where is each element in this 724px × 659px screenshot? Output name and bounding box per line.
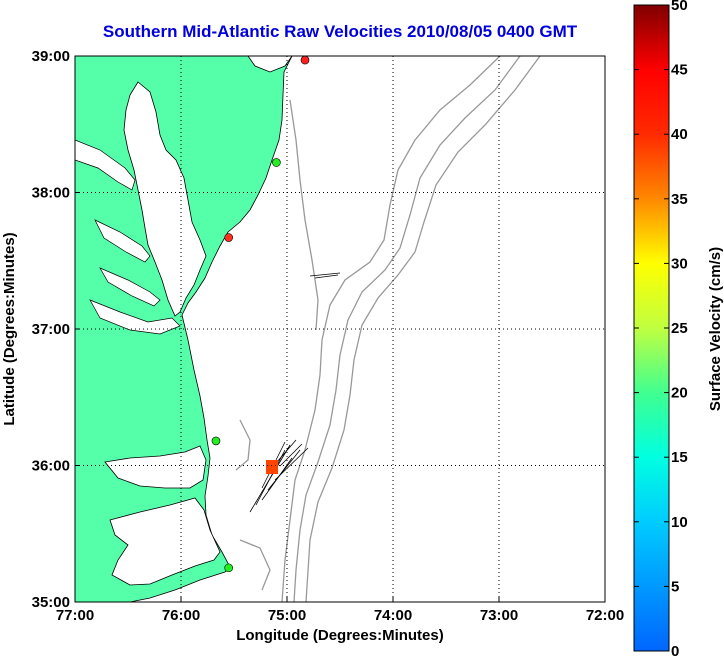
velocity-cell <box>266 460 278 474</box>
x-tick-label: 74:00 <box>374 607 412 624</box>
river-james <box>89 299 181 335</box>
bathymetry-contours <box>235 56 541 602</box>
station-marker <box>300 55 310 65</box>
station-marker <box>272 158 281 167</box>
x-tick-label: 77:00 <box>56 607 94 624</box>
station-markers <box>211 55 310 573</box>
y-tick-label: 38:00 <box>32 185 70 202</box>
x-tick-label: 76:00 <box>162 607 200 624</box>
colorbar-tick-label: 40 <box>671 126 688 143</box>
pamlico-sound <box>109 497 221 586</box>
colorbar-tick-label: 15 <box>671 449 688 466</box>
colorbar-tick-label: 0 <box>671 643 679 659</box>
river-rappahannock <box>94 219 151 263</box>
river-york <box>99 267 161 307</box>
colorbar <box>633 4 670 652</box>
y-tick-label: 37:00 <box>32 321 70 338</box>
y-tick-label: 35:00 <box>32 594 70 611</box>
y-axis-label: Latitude (Degrees:Minutes) <box>1 232 18 425</box>
river-potomac <box>75 139 136 191</box>
y-tick-label: 39:00 <box>32 48 70 65</box>
colorbar-tick-label: 10 <box>671 514 688 531</box>
colorbar-label: Surface Velocity (cm/s) <box>707 247 724 411</box>
y-axis-ticks: 39:00 38:00 37:00 36:00 35:00 <box>32 48 80 611</box>
station-marker <box>224 563 233 573</box>
colorbar-tick-label: 45 <box>671 62 688 79</box>
x-axis-ticks: 77:00 76:00 75:00 74:00 73:00 72:00 <box>56 597 624 624</box>
x-tick-label: 75:00 <box>268 607 306 624</box>
colorbar-tick-label: 50 <box>671 0 688 14</box>
colorbar-tick-label: 25 <box>671 320 688 337</box>
colorbar-tick-label: 20 <box>671 385 688 402</box>
colorbar-tick-label: 30 <box>671 255 688 272</box>
delaware-bay <box>247 56 293 73</box>
colorbar-tick-label: 35 <box>671 191 688 208</box>
map-title: Southern Mid-Atlantic Raw Velocities 201… <box>102 22 578 41</box>
x-axis-label: Longitude (Degrees:Minutes) <box>236 627 444 644</box>
grid-lines <box>75 56 605 602</box>
x-tick-label: 72:00 <box>586 607 624 624</box>
station-marker <box>224 233 233 242</box>
chesapeake-bay <box>123 81 207 317</box>
colorbar-tick-label: 5 <box>671 578 679 595</box>
y-tick-label: 36:00 <box>32 458 70 475</box>
x-tick-label: 73:00 <box>480 607 518 624</box>
station-marker <box>211 436 221 446</box>
